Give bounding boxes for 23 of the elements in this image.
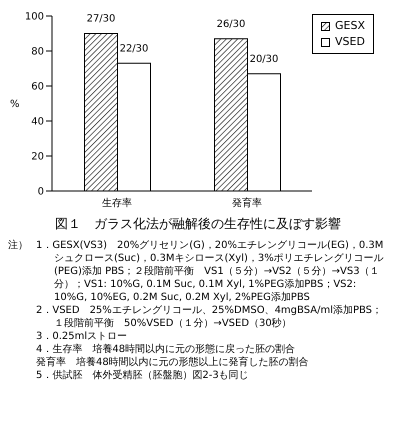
- text: 図１ ガラス化法が融解後の生存性に及ぼす影響: [54, 216, 342, 233]
- legend-label: GESX: [335, 18, 365, 34]
- text: 5．供試胚 体外受精胚（胚盤胞）図2-3も同じ: [36, 369, 250, 382]
- data-label: 27/30: [86, 14, 116, 24]
- y-tick-label: 20: [31, 152, 44, 163]
- text: 注）: [8, 239, 29, 253]
- x-tick-label: 生存率: [102, 197, 132, 210]
- data-label: 22/30: [120, 43, 148, 54]
- y-tick-label: 0: [38, 186, 44, 198]
- legend-label: VSED: [335, 34, 365, 50]
- text: 1．GESX(VS3) 20%グリセリン(G)，20%エチレングリコール(EG)，0.3Mシュクロース(Suc)，0.3Mキシロース(Xyl)，3%ポリエチレングリコール(PEG)添加 PBS；２段階前平衡 VS1（５分）→VS2（５分）→VS3（１分）；VS1: 10%G, 0.1M Suc, 0.1M Xyl, 1%PEG添加PBS；VS2: 10%G, 10%EG, 0.2M Suc, 0.2M Xyl, 2%PEG添加PBS: [36, 239, 385, 304]
- y-axis-title: %: [10, 99, 20, 110]
- text: 発育率 培養48時間以内に元の形態以上に発育した胚の割合: [36, 356, 310, 369]
- text: 4．生存率 培養48時間以内に元の形態に戻った胚の割合: [36, 343, 296, 356]
- x-tick-label: 発育率: [232, 197, 262, 210]
- data-label: 20/30: [250, 54, 278, 65]
- y-tick-label: 80: [31, 46, 44, 58]
- data-label: 26/30: [216, 18, 246, 30]
- text: 2．VSED 25%エチレングリコール、25%DMSO、4mgBSA/ml添加PBS；１段階前平衡 50%VSED（１分）→VSED（30秒）: [36, 304, 384, 330]
- y-tick-label: 60: [31, 82, 44, 93]
- y-tick-label: 40: [31, 116, 44, 128]
- y-tick-label: 100: [24, 12, 44, 23]
- text: 3．0.25mlストロー: [36, 330, 128, 343]
